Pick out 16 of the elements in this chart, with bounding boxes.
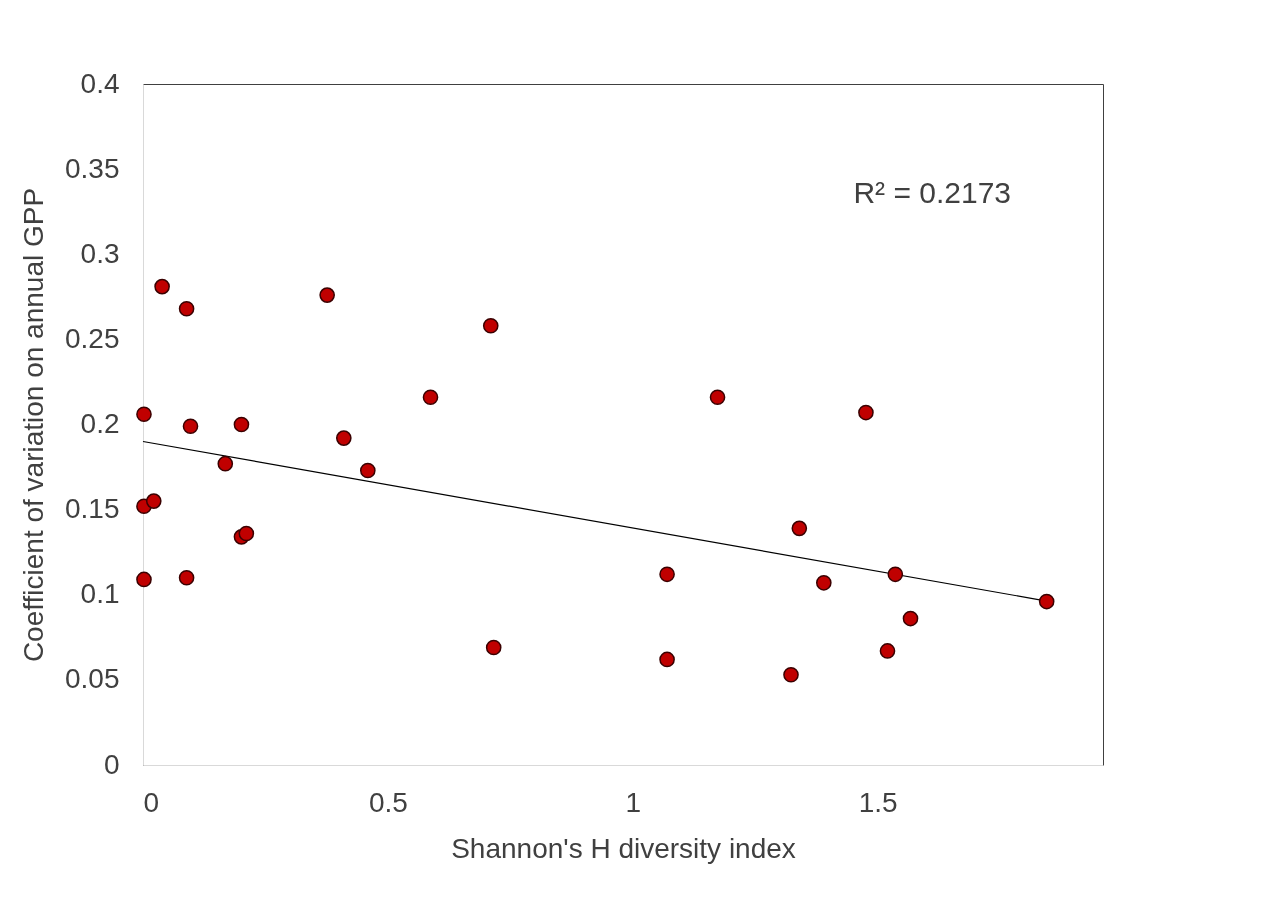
y-axis-title: Coefficient of variation on annual GPP [18, 187, 49, 663]
y-tick-label: 0.2 [80, 408, 120, 439]
y-tick-label: 0 [103, 748, 120, 780]
x-tick-label: 1 [625, 786, 642, 818]
y-tick-label: 0.05 [65, 663, 120, 695]
annotation: R² = 0.2173 [853, 176, 1012, 209]
y-tick-label: 0.15 [65, 493, 120, 525]
y-tick-label: 0.4 [80, 67, 120, 99]
y-tick-label: 0.35 [65, 152, 120, 184]
x-tick-label: 1.5 [858, 786, 898, 818]
y-tick-label: 0.25 [65, 322, 120, 354]
x-tick-label: 0 [143, 786, 160, 818]
y-tick-label: 0.3 [80, 237, 120, 269]
y-tick-label: 0.1 [80, 578, 120, 610]
x-axis-title: Shannon's H diversity index [451, 832, 796, 864]
x-tick-label: 0.5 [368, 786, 408, 818]
